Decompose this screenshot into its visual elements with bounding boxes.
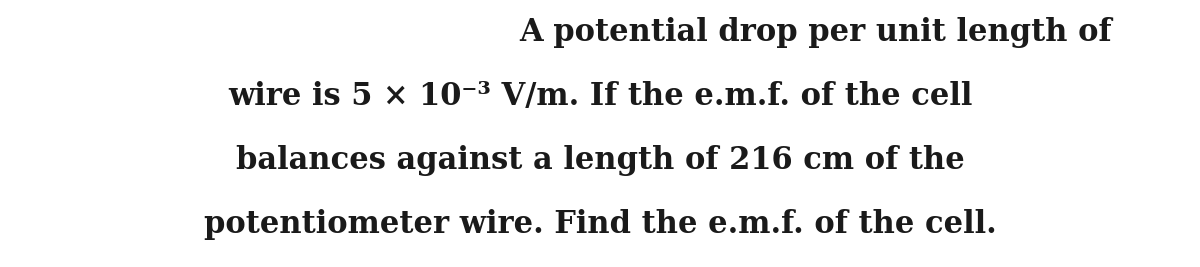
Text: balances against a length of 216 cm of the: balances against a length of 216 cm of t… [235, 145, 965, 176]
Text: wire is 5 × 10⁻³ V/m. If the e.m.f. of the cell: wire is 5 × 10⁻³ V/m. If the e.m.f. of t… [228, 81, 972, 112]
Text: A potential drop per unit length of: A potential drop per unit length of [520, 17, 1112, 48]
Text: potentiometer wire. Find the e.m.f. of the cell.: potentiometer wire. Find the e.m.f. of t… [204, 209, 996, 240]
